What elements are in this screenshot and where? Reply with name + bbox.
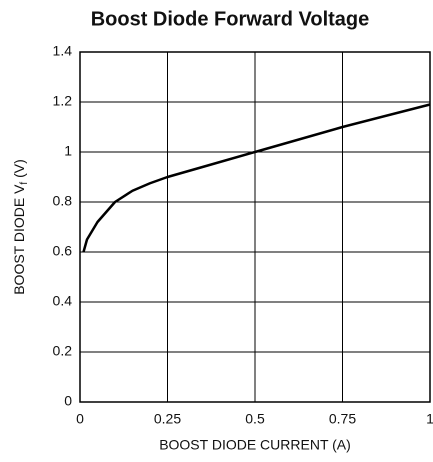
y-tick-label: 0.2 [53,343,73,359]
x-axis-label: BOOST DIODE CURRENT (A) [159,437,351,453]
y-axis-label: BOOST DIODE Vf (V) [11,159,30,295]
x-tick-label: 0 [76,411,84,427]
x-tick-label: 0.25 [154,411,181,427]
y-axis-label-part: (V) [11,159,27,182]
y-tick-label: 0.6 [53,243,73,259]
chart-title: Boost Diode Forward Voltage [91,8,370,30]
y-tick-label: 0.8 [53,193,73,209]
plot-frame [79,51,431,403]
x-tick-label: 0.75 [329,411,356,427]
x-tick-label: 0.5 [245,411,265,427]
y-axis-label-sub: f [19,182,30,185]
y-tick-label: 0.4 [53,293,73,309]
x-tick-label: 1 [426,411,433,427]
y-tick-label: 0 [64,393,72,409]
y-axis-label-part: BOOST DIODE V [11,184,27,295]
data-line [82,103,431,253]
y-tick-label: 1.4 [53,43,73,59]
y-tick-label: 1.2 [53,93,73,109]
y-tick-label: 1 [64,143,72,159]
